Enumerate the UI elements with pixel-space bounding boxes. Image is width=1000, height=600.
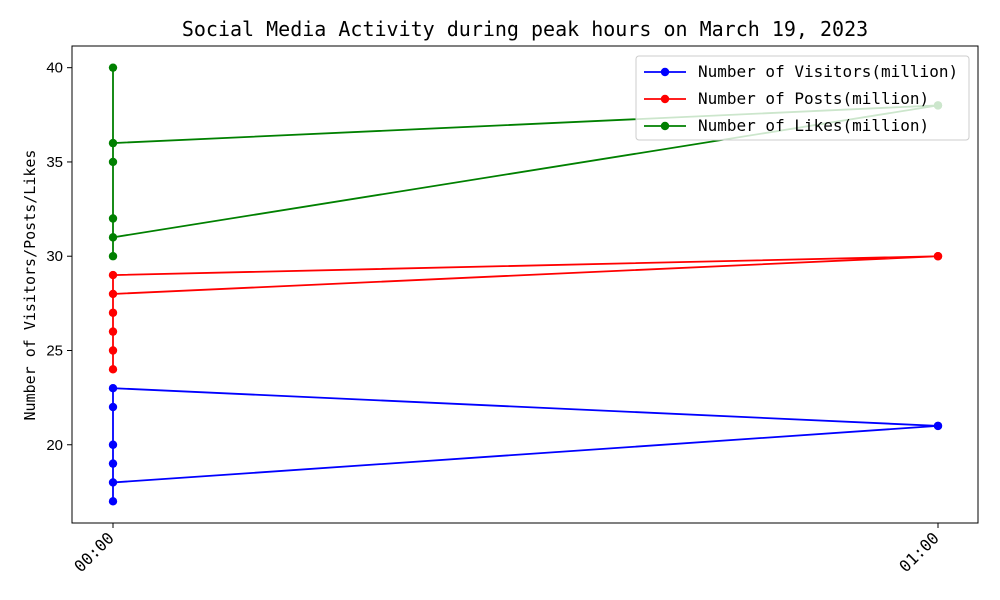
x-tick-label: 00:00 xyxy=(70,528,117,575)
legend-marker-2 xyxy=(660,121,670,131)
y-tick-label: 40 xyxy=(46,60,63,77)
y-tick-label: 35 xyxy=(46,154,63,171)
plot-frame xyxy=(71,45,979,524)
series-line-1 xyxy=(112,255,939,370)
data-point-s1-2 xyxy=(108,308,118,317)
legend-marker-0 xyxy=(660,67,670,77)
data-point-s1-6 xyxy=(108,289,118,299)
data-point-s2-4 xyxy=(108,214,118,223)
y-axis-label: Number of Visitors/Posts/Likes xyxy=(21,150,39,421)
legend-label-1: Number of Posts(million) xyxy=(698,89,929,108)
data-point-s0-7 xyxy=(933,421,943,431)
data-point-s0-5 xyxy=(108,497,118,506)
legend-label-0: Number of Visitors(million) xyxy=(698,62,958,81)
y-tick-label: 20 xyxy=(46,437,63,454)
x-tick-label: 01:00 xyxy=(895,528,942,575)
data-point-s0-2 xyxy=(108,402,118,412)
data-point-s2-5 xyxy=(108,252,118,261)
data-point-s2-3 xyxy=(108,63,118,72)
data-point-s1-5 xyxy=(108,365,118,374)
data-point-s2-6 xyxy=(108,233,118,242)
data-point-s0-6 xyxy=(108,478,118,487)
data-point-s1-3 xyxy=(108,327,118,336)
y-tick-label: 25 xyxy=(46,342,63,359)
data-point-s2-2 xyxy=(108,157,118,167)
data-point-s0-1 xyxy=(108,383,118,393)
data-point-s1-4 xyxy=(108,346,118,355)
data-point-s0-4 xyxy=(108,459,118,468)
data-point-s1-7 xyxy=(933,252,943,261)
chart-title: Social Media Activity during peak hours … xyxy=(182,17,868,41)
data-point-s0-3 xyxy=(108,440,118,449)
data-point-s2-1 xyxy=(108,138,118,148)
legend-marker-1 xyxy=(660,94,670,104)
series-line-0 xyxy=(112,387,939,502)
legend-box xyxy=(635,55,970,141)
legend: Number of Visitors(million) Number of Pos… xyxy=(635,55,970,141)
plot-area xyxy=(108,63,943,506)
y-tick-label: 30 xyxy=(46,248,63,265)
data-point-s1-1 xyxy=(108,270,118,280)
legend-label-2: Number of Likes(million) xyxy=(698,116,929,135)
